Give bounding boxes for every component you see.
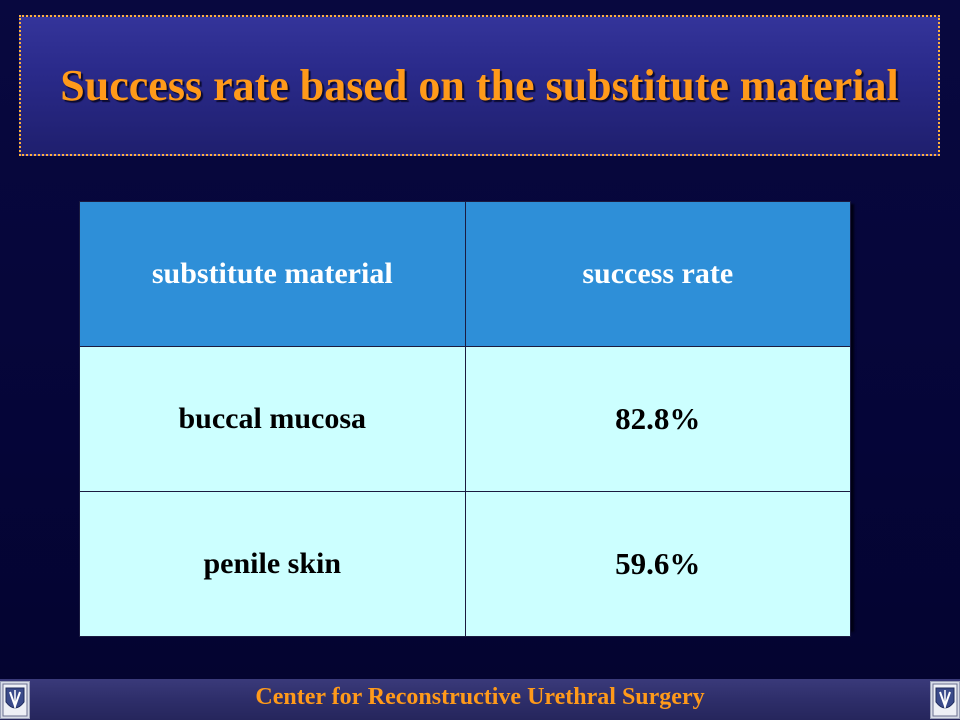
- table-header-row: substitute material success rate: [79, 201, 851, 347]
- results-table-container: substitute material success rate buccal …: [79, 201, 851, 637]
- footer-bar: Center for Reconstructive Urethral Surge…: [0, 679, 960, 720]
- column-header-success-rate: success rate: [464, 201, 851, 347]
- crest-logo-icon: [0, 681, 30, 719]
- table-row: penile skin 59.6%: [79, 491, 851, 637]
- table-row: buccal mucosa 82.8%: [79, 346, 851, 492]
- crest-logo-icon: [930, 681, 960, 719]
- material-cell: buccal mucosa: [79, 346, 466, 492]
- slide-title: Success rate based on the substitute mat…: [60, 60, 899, 110]
- footer-text: Center for Reconstructive Urethral Surge…: [255, 684, 705, 710]
- material-cell: penile skin: [79, 491, 466, 637]
- success-rate-cell: 82.8%: [464, 346, 851, 492]
- title-box: Success rate based on the substitute mat…: [19, 15, 940, 156]
- column-header-material: substitute material: [79, 201, 466, 347]
- success-rate-cell: 59.6%: [464, 491, 851, 637]
- results-table: substitute material success rate buccal …: [79, 201, 851, 637]
